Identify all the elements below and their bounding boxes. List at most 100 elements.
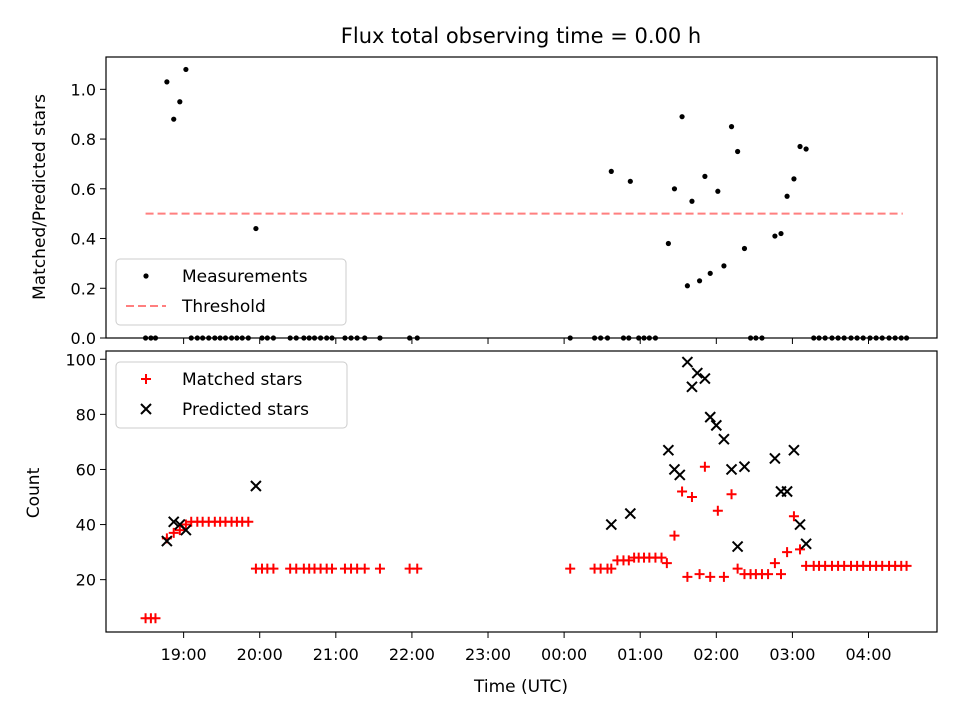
x-tick-label: 04:00 [845, 645, 891, 664]
data-point [725, 463, 738, 476]
data-point [797, 143, 803, 150]
data-point [177, 99, 183, 105]
data-point [682, 571, 693, 582]
data-point [728, 124, 735, 130]
data-point [794, 518, 806, 531]
data-point [763, 569, 774, 580]
data-point [694, 569, 705, 580]
y-tick-label: 20 [76, 571, 96, 590]
data-point [608, 168, 614, 174]
data-point [689, 198, 695, 204]
y-tick-label: 60 [76, 460, 96, 479]
series-matched-stars [140, 461, 912, 624]
data-point [168, 527, 179, 538]
y-tick-label: 0.0 [71, 329, 96, 348]
data-point [769, 558, 780, 569]
data-point [782, 547, 793, 558]
y-tick-label: 0.6 [71, 180, 96, 199]
data-point [183, 66, 189, 73]
data-point [710, 419, 723, 432]
data-point [662, 444, 675, 456]
data-point [686, 381, 698, 393]
data-point [800, 538, 812, 550]
legend: Matched stars Predicted stars [115, 361, 348, 429]
data-point [704, 411, 716, 423]
data-point [268, 563, 279, 574]
data-point [732, 563, 743, 574]
y-tick-label: 100 [65, 350, 96, 369]
legend-label: Measurements [182, 267, 308, 287]
x-tick-label: 01:00 [617, 645, 663, 664]
data-point [699, 372, 711, 385]
legend-label: Matched stars [182, 370, 302, 390]
data-point [671, 186, 678, 192]
data-point [718, 433, 730, 445]
data-point [686, 492, 697, 503]
data-point [735, 148, 741, 155]
x-tick-label: 00:00 [541, 645, 587, 664]
data-point [705, 571, 716, 582]
data-point [374, 563, 385, 574]
data-point [702, 173, 708, 179]
top-y-axis-label: Matched/Predicted stars [30, 94, 50, 300]
y-tick-label: 0.8 [71, 130, 96, 149]
data-point [171, 116, 177, 122]
data-point [669, 530, 680, 541]
legend-marker [140, 403, 152, 415]
data-point [788, 444, 800, 456]
x-tick-label: 22:00 [389, 645, 435, 664]
data-point [180, 524, 192, 536]
data-point [250, 480, 262, 492]
bottom-y-axis-label: Count [24, 467, 44, 518]
data-point [253, 225, 259, 232]
plot-frame [105, 350, 938, 633]
data-point [674, 469, 686, 481]
y-tick-label: 40 [76, 516, 96, 535]
data-point [327, 563, 338, 574]
x-tick-label: 23:00 [465, 645, 511, 664]
data-point [174, 525, 185, 536]
data-point [606, 563, 617, 574]
data-point [624, 507, 637, 520]
data-point [712, 505, 723, 516]
x-axis-label: Time (UTC) [473, 677, 568, 697]
data-point [623, 555, 634, 566]
data-point [803, 146, 809, 152]
data-point [679, 114, 685, 120]
chart-title: Flux total observing time = 0.00 h [341, 24, 701, 48]
x-tick-label: 20:00 [237, 645, 283, 664]
data-point [741, 245, 748, 252]
data-point [784, 193, 790, 199]
data-point [778, 230, 784, 237]
data-point [901, 560, 912, 571]
data-point [677, 486, 688, 497]
legend-box [115, 258, 347, 326]
data-point [715, 188, 721, 194]
data-point [781, 485, 793, 498]
data-point [150, 613, 161, 624]
data-point [243, 516, 254, 527]
legend-marker [143, 273, 149, 279]
y-tick-label: 0.4 [71, 230, 96, 249]
y-tick-label: 0.2 [71, 279, 96, 298]
data-point [661, 558, 672, 569]
data-point [731, 540, 744, 553]
data-point [168, 516, 180, 528]
data-point [627, 178, 633, 184]
data-point [795, 544, 806, 555]
data-point [721, 263, 727, 269]
x-tick-label: 21:00 [313, 645, 359, 664]
data-point [684, 283, 690, 289]
x-tick-label: 02:00 [693, 645, 739, 664]
x-tick-label: 03:00 [769, 645, 815, 664]
legend: Measurements Threshold [115, 258, 347, 326]
bottom-panel: 20 40 60 80 100 19:00 20:00 21:00 22:00 23:00 00:0… [65, 350, 938, 664]
data-point [656, 552, 667, 563]
data-point [718, 571, 729, 582]
data-point [788, 511, 799, 522]
data-point [691, 367, 703, 379]
data-point [775, 569, 786, 580]
plot-frame [105, 56, 938, 339]
x-tick-label: 19:00 [161, 645, 207, 664]
